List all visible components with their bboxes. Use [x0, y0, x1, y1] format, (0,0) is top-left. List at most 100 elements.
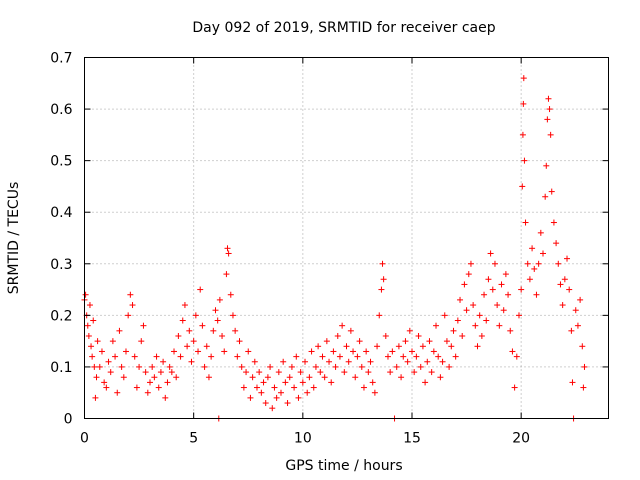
data-point	[507, 327, 514, 334]
data-point	[286, 374, 293, 381]
data-point	[545, 95, 552, 102]
y-tick-label: 0.4	[50, 205, 72, 221]
data-point	[118, 363, 125, 370]
data-point	[140, 322, 147, 329]
data-point	[572, 307, 579, 314]
data-point	[291, 384, 298, 391]
data-point	[208, 353, 215, 360]
data-point	[387, 369, 394, 376]
data-point	[557, 281, 564, 288]
data-point	[428, 369, 435, 376]
data-point	[224, 245, 231, 252]
data-point	[312, 363, 319, 370]
data-point	[247, 394, 254, 401]
data-point	[500, 307, 507, 314]
data-point	[393, 363, 400, 370]
data-point	[260, 379, 267, 386]
data-point	[467, 260, 474, 267]
data-point	[223, 271, 230, 278]
data-point	[529, 245, 536, 252]
data-point	[569, 379, 576, 386]
data-point	[513, 353, 520, 360]
data-point	[515, 312, 522, 319]
data-point	[439, 358, 446, 365]
data-point	[216, 296, 223, 303]
data-point	[116, 327, 123, 334]
data-point	[430, 348, 437, 355]
data-point	[280, 358, 287, 365]
data-point	[459, 332, 466, 339]
data-point	[505, 291, 512, 298]
data-point	[308, 348, 315, 355]
data-point	[210, 327, 217, 334]
data-point	[109, 338, 116, 345]
data-point	[177, 353, 184, 360]
data-point	[379, 260, 386, 267]
data-point	[547, 131, 554, 138]
data-point	[238, 363, 245, 370]
data-point	[164, 379, 171, 386]
data-point	[550, 219, 557, 226]
data-point	[93, 374, 100, 381]
data-point	[245, 348, 252, 355]
data-point	[273, 394, 280, 401]
data-point	[184, 343, 191, 350]
data-point	[533, 291, 540, 298]
data-point	[522, 219, 529, 226]
data-point	[555, 260, 562, 267]
data-point	[85, 332, 92, 339]
data-point	[157, 369, 164, 376]
data-point	[511, 384, 518, 391]
data-point	[376, 312, 383, 319]
data-point	[197, 286, 204, 293]
data-point	[354, 353, 361, 360]
data-point	[90, 317, 97, 324]
data-point	[395, 343, 402, 350]
data-point	[448, 343, 455, 350]
data-point	[175, 332, 182, 339]
data-point	[433, 322, 440, 329]
y-tick-label: 0.3	[50, 257, 72, 273]
x-tick-label: 5	[189, 431, 198, 447]
y-tick-label: 0.2	[50, 308, 72, 324]
data-point	[267, 363, 274, 370]
data-point	[278, 389, 284, 396]
x-tick-label: 10	[294, 431, 312, 447]
data-point	[249, 374, 256, 381]
data-point	[310, 384, 317, 391]
data-point	[491, 260, 498, 267]
data-point	[284, 400, 291, 407]
data-point	[494, 302, 501, 309]
y-tick-label: 0.7	[50, 51, 72, 67]
data-point	[543, 162, 550, 169]
data-point	[472, 322, 479, 329]
data-point	[326, 358, 333, 365]
data-point	[323, 338, 330, 345]
data-point	[321, 374, 328, 381]
data-point	[232, 327, 239, 334]
data-point	[240, 384, 247, 391]
data-point	[542, 193, 549, 200]
data-point	[546, 106, 553, 113]
data-point	[317, 369, 324, 376]
data-point	[243, 369, 250, 376]
data-point	[166, 363, 173, 370]
y-tick-label: 0.5	[50, 154, 72, 170]
data-point	[122, 348, 129, 355]
data-point	[131, 353, 138, 360]
data-point	[521, 157, 528, 164]
data-point	[474, 343, 481, 350]
data-point	[360, 384, 367, 391]
data-point	[524, 260, 531, 267]
data-point	[457, 296, 464, 303]
data-point	[262, 400, 269, 407]
data-point	[221, 348, 228, 355]
data-point	[258, 389, 265, 396]
data-point	[136, 363, 143, 370]
data-point	[465, 271, 472, 278]
data-point	[101, 379, 108, 386]
data-point	[454, 317, 461, 324]
data-point	[358, 363, 365, 370]
data-point	[299, 379, 306, 386]
data-point	[496, 322, 503, 329]
